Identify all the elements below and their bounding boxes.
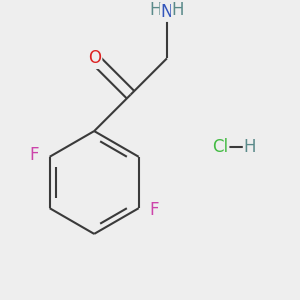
Text: O: O	[88, 50, 101, 68]
Text: F: F	[149, 201, 159, 219]
Text: F: F	[30, 146, 39, 164]
Text: H: H	[244, 138, 256, 156]
Text: H: H	[149, 1, 162, 19]
Text: Cl: Cl	[212, 138, 229, 156]
Text: N: N	[160, 3, 173, 21]
Text: H: H	[172, 1, 184, 19]
